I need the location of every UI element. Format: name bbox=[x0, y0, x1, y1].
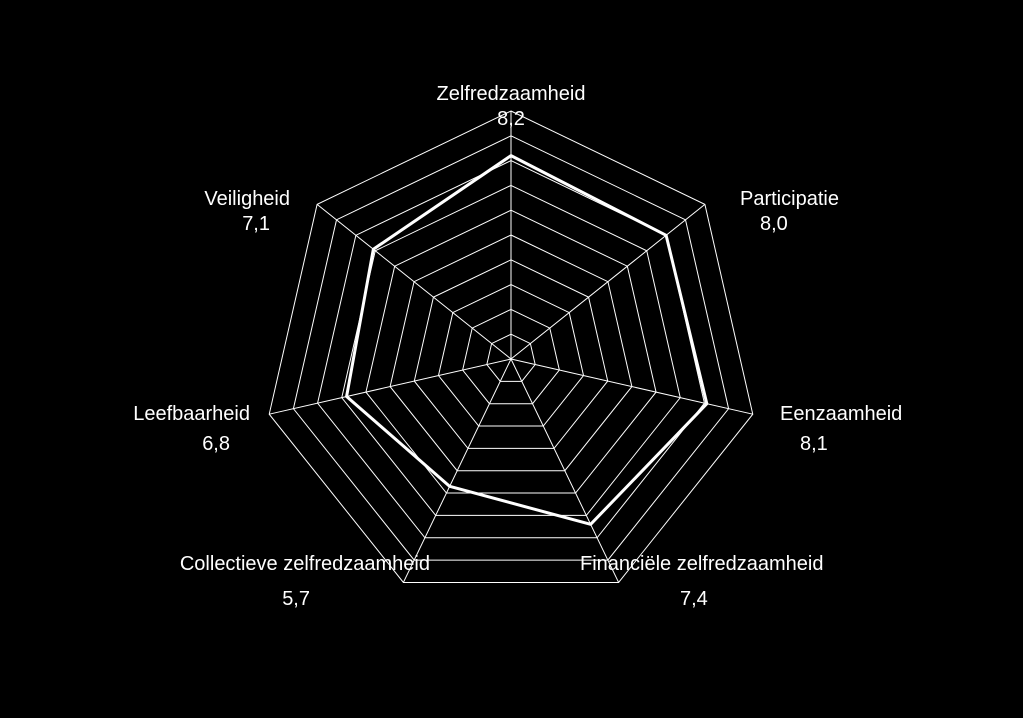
radar-chart: Zelfredzaamheid 8,2 Participatie 8,0 Eenzaam… bbox=[0, 0, 1023, 718]
axis-label: Financiële zelfredzaamheid bbox=[580, 553, 823, 575]
axis-label: Leefbaarheid bbox=[133, 403, 250, 425]
radar-labels: Zelfredzaamheid 8,2 Participatie 8,0 Eenzaam… bbox=[133, 83, 902, 610]
axis-label: Eenzaamheid bbox=[780, 403, 902, 425]
axis-label: Zelfredzaamheid bbox=[437, 83, 586, 105]
axis-value: 8,0 bbox=[760, 213, 788, 235]
axis-value: 5,7 bbox=[282, 588, 310, 610]
axis-value: 7,4 bbox=[680, 588, 708, 610]
axis-label: Collectieve zelfredzaamheid bbox=[180, 553, 430, 575]
axis-value: 8,1 bbox=[800, 433, 828, 455]
axis-value: 6,8 bbox=[202, 433, 230, 455]
axis-label: Participatie bbox=[740, 188, 839, 210]
axis-label: Veiligheid bbox=[204, 188, 290, 210]
radar-grid bbox=[269, 111, 753, 582]
axis-value: 7,1 bbox=[242, 213, 270, 235]
axis-value: 8,2 bbox=[497, 108, 525, 130]
